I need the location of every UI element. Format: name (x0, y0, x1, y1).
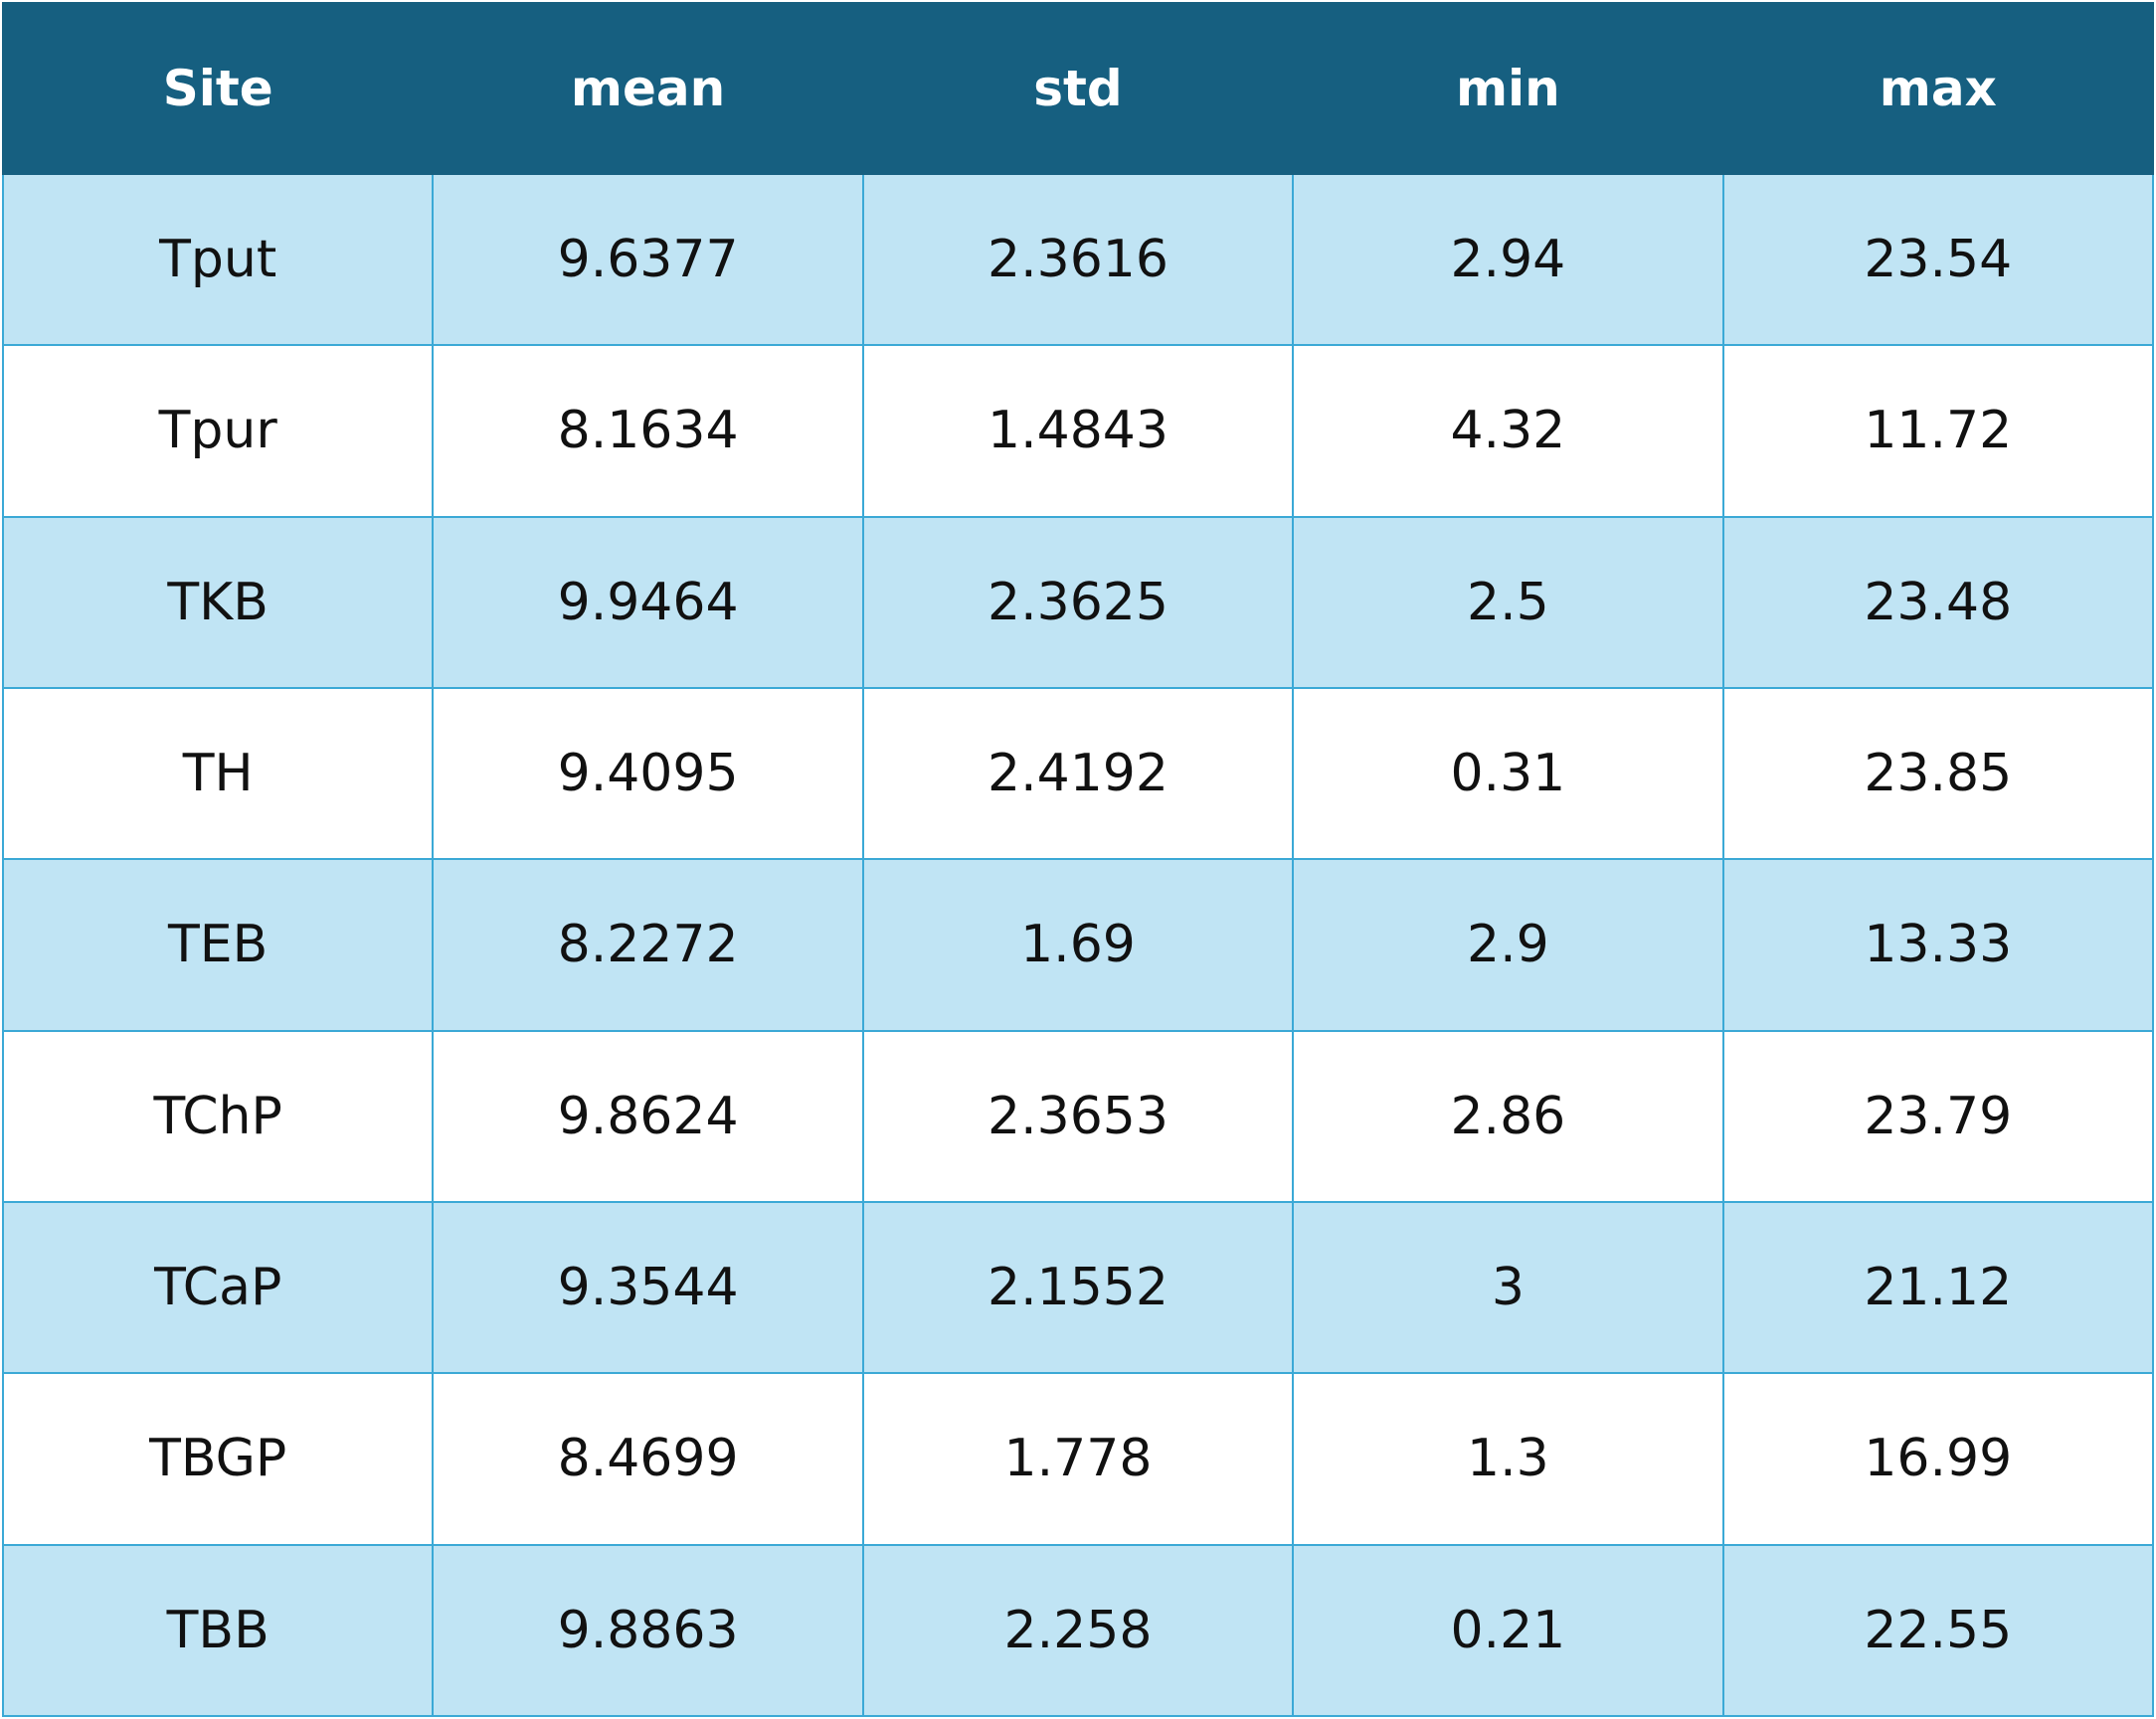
table-body: Tput 9.6377 2.3616 2.94 23.54 Tpur 8.1634 1.484… (1, 172, 2155, 1718)
table-cell-mean: 8.4699 (432, 1372, 864, 1546)
table-cell-mean: 9.9464 (432, 515, 864, 689)
table-cell-max: 21.12 (1721, 1200, 2155, 1375)
column-header-std: std (861, 2, 1295, 175)
table-cell-max: 13.33 (1721, 858, 2155, 1032)
table-row: TEB 8.2272 1.69 2.9 13.33 (1, 858, 2155, 1032)
table-cell-max: 23.79 (1721, 1029, 2155, 1203)
table-cell-max: 23.54 (1721, 172, 2155, 347)
table-row: Tput 9.6377 2.3616 2.94 23.54 (1, 172, 2155, 347)
table-cell-site: TBB (1, 1543, 435, 1718)
column-header-mean: mean (432, 2, 864, 175)
table-cell-std: 2.3625 (861, 515, 1295, 689)
table-cell-mean: 8.1634 (432, 344, 864, 518)
table-cell-max: 23.85 (1721, 686, 2155, 861)
table-cell-site: Tpur (1, 344, 435, 518)
table-cell-min: 2.86 (1292, 1029, 1724, 1203)
table-row: TBGP 8.4699 1.778 1.3 16.99 (1, 1372, 2155, 1546)
table-cell-min: 0.31 (1292, 686, 1724, 861)
table-cell-max: 23.48 (1721, 515, 2155, 689)
table-cell-site: TEB (1, 858, 435, 1032)
table-cell-mean: 9.8863 (432, 1543, 864, 1718)
table-row: TCaP 9.3544 2.1552 3 21.12 (1, 1200, 2155, 1375)
table-row: TH 9.4095 2.4192 0.31 23.85 (1, 686, 2155, 861)
table-row: TKB 9.9464 2.3625 2.5 23.48 (1, 515, 2155, 689)
table-cell-mean: 9.3544 (432, 1200, 864, 1375)
table-cell-site: TChP (1, 1029, 435, 1203)
column-header-max: max (1721, 2, 2155, 175)
table-cell-min: 2.5 (1292, 515, 1724, 689)
table-cell-std: 1.69 (861, 858, 1295, 1032)
table-cell-min: 0.21 (1292, 1543, 1724, 1718)
table-cell-std: 1.778 (861, 1372, 1295, 1546)
table-cell-std: 1.4843 (861, 344, 1295, 518)
table-cell-min: 4.32 (1292, 344, 1724, 518)
table-cell-site: TBGP (1, 1372, 435, 1546)
table-header: Site mean std min max (1, 2, 2155, 175)
table-cell-mean: 9.8624 (432, 1029, 864, 1203)
table-cell-max: 16.99 (1721, 1372, 2155, 1546)
table-cell-max: 22.55 (1721, 1543, 2155, 1718)
header-row: Site mean std min max (1, 2, 2155, 175)
table-cell-std: 2.3616 (861, 172, 1295, 347)
table-cell-max: 11.72 (1721, 344, 2155, 518)
table-cell-std: 2.258 (861, 1543, 1295, 1718)
table-cell-site: Tput (1, 172, 435, 347)
table-cell-site: TH (1, 686, 435, 861)
table-cell-min: 2.9 (1292, 858, 1724, 1032)
table-cell-std: 2.4192 (861, 686, 1295, 861)
column-header-site: Site (1, 2, 435, 175)
table-row: Tpur 8.1634 1.4843 4.32 11.72 (1, 344, 2155, 518)
table-row: TChP 9.8624 2.3653 2.86 23.79 (1, 1029, 2155, 1203)
table-cell-min: 3 (1292, 1200, 1724, 1375)
table-cell-mean: 9.6377 (432, 172, 864, 347)
table-row: TBB 9.8863 2.258 0.21 22.55 (1, 1543, 2155, 1718)
table-cell-min: 1.3 (1292, 1372, 1724, 1546)
table-cell-std: 2.1552 (861, 1200, 1295, 1375)
column-header-min: min (1292, 2, 1724, 175)
table-cell-min: 2.94 (1292, 172, 1724, 347)
table-cell-std: 2.3653 (861, 1029, 1295, 1203)
table-cell-mean: 8.2272 (432, 858, 864, 1032)
table-cell-site: TKB (1, 515, 435, 689)
table-cell-site: TCaP (1, 1200, 435, 1375)
table-cell-mean: 9.4095 (432, 686, 864, 861)
